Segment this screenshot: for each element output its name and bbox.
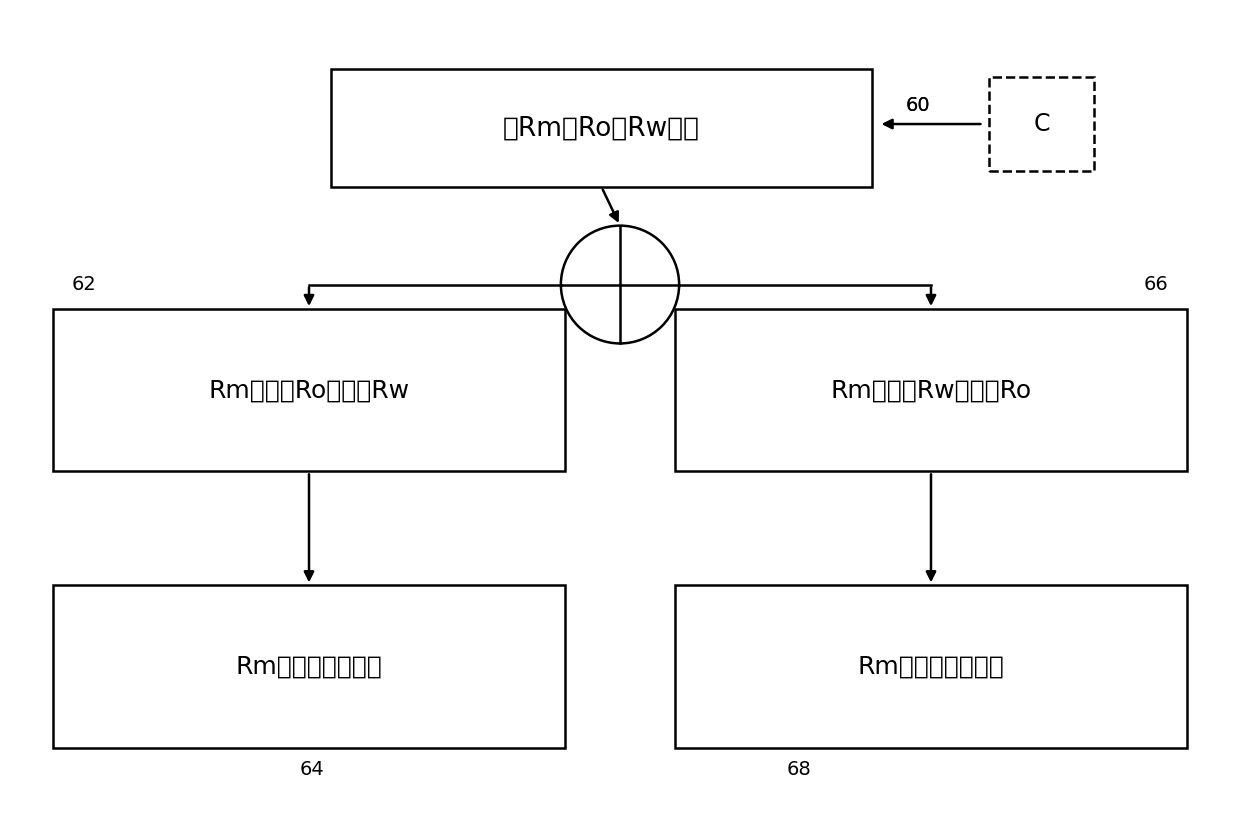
Text: Rm可归因于水移动: Rm可归因于水移动 bbox=[858, 654, 1004, 678]
Text: 60: 60 bbox=[905, 96, 930, 115]
Ellipse shape bbox=[560, 226, 680, 343]
Text: 62: 62 bbox=[72, 275, 97, 294]
Bar bbox=[676, 585, 1187, 748]
Text: 64: 64 bbox=[300, 760, 325, 779]
Text: Rm更靠近Rw而不是Ro: Rm更靠近Rw而不是Ro bbox=[831, 378, 1032, 402]
Text: Rm可归因于油移动: Rm可归因于油移动 bbox=[236, 654, 382, 678]
Text: 60: 60 bbox=[905, 96, 930, 115]
Text: Rm更靠近Ro而不是Rw: Rm更靠近Ro而不是Rw bbox=[208, 378, 409, 402]
Bar bbox=[53, 309, 564, 471]
Text: C: C bbox=[1034, 112, 1050, 136]
Text: 把Rm与Ro及Rw比较: 把Rm与Ro及Rw比较 bbox=[503, 115, 701, 141]
Bar bbox=[53, 585, 564, 748]
Bar bbox=[990, 77, 1094, 171]
Bar bbox=[676, 309, 1187, 471]
Text: 66: 66 bbox=[1143, 275, 1168, 294]
Text: 68: 68 bbox=[786, 760, 811, 779]
Bar bbox=[331, 69, 873, 187]
